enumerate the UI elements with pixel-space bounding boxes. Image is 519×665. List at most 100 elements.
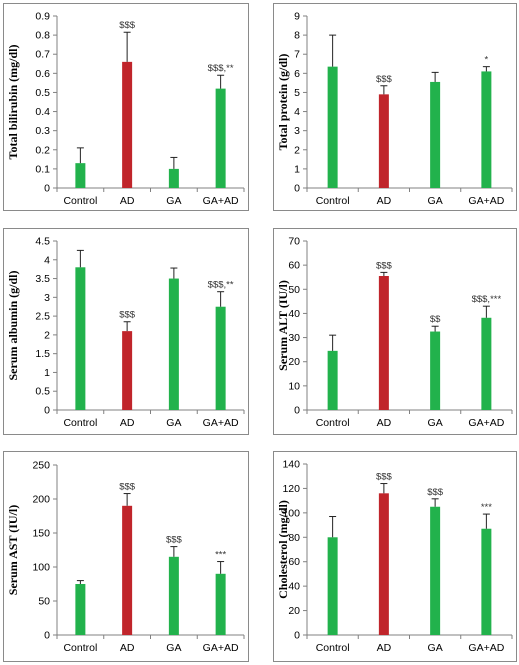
y-tick-label-ast-4: 200 <box>32 494 50 506</box>
y-tick-label-cholesterol-7: 140 <box>282 459 300 471</box>
significance-label-alt-3: $$$,*** <box>472 294 502 305</box>
y-axis-label-bilirubin: Total bilirubin (mg/dl) <box>6 45 20 160</box>
x-tick-label-ast-1: AD <box>120 642 135 654</box>
y-tick-label-ast-3: 150 <box>32 528 50 540</box>
significance-label-ast-1: $$$ <box>119 482 136 493</box>
y-tick-label-ast-5: 250 <box>32 460 50 472</box>
x-tick-label-protein-2: GA <box>428 195 443 207</box>
y-tick-label-protein-6: 6 <box>294 68 300 80</box>
significance-label-bilirubin-3: $$$,** <box>208 63 234 74</box>
y-tick-label-albumin-6: 3 <box>44 292 50 304</box>
significance-label-albumin-1: $$$ <box>119 310 136 321</box>
y-tick-label-protein-4: 4 <box>294 106 300 118</box>
chart-svg-albumin: Serum albumin (g/dl) 0 0.5 1 1.5 2 2.5 3 3.5 4 4.5… <box>6 236 245 429</box>
y-tick-label-bilirubin-5: 0.5 <box>35 87 50 99</box>
bar-albumin-gaplusad <box>215 306 226 410</box>
y-tick-label-bilirubin-6: 0.6 <box>35 68 50 80</box>
y-tick-label-ast-0: 0 <box>44 630 50 642</box>
bar-alt-control <box>327 350 338 410</box>
significance-label-cholesterol-1: $$$ <box>376 472 393 483</box>
y-tick-label-alt-4: 40 <box>288 308 300 320</box>
x-tick-label-cholesterol-2: GA <box>428 642 443 654</box>
chart-panel-protein: Total protein (g/dl) 0 1 2 3 4 5 6 7 8 9 Control AD $… <box>273 3 517 211</box>
x-tick-label-albumin-1: AD <box>120 417 135 429</box>
y-tick-label-bilirubin-8: 0.8 <box>35 30 50 42</box>
y-tick-label-bilirubin-4: 0.4 <box>35 106 50 118</box>
y-tick-label-ast-1: 50 <box>38 596 50 608</box>
y-tick-label-alt-3: 30 <box>288 332 300 344</box>
y-tick-label-protein-9: 9 <box>294 11 300 23</box>
chart-panel-cholesterol: Cholesterol (mg/dl) 0 20 40 60 80 100 120 140 Con… <box>273 451 517 662</box>
bar-bilirubin-ga <box>168 168 179 188</box>
x-tick-label-ast-0: Control <box>63 642 97 654</box>
y-axis-label-protein: Total protein (g/dl) <box>276 54 290 151</box>
x-tick-label-alt-3: GA+AD <box>468 417 504 429</box>
significance-label-cholesterol-3: *** <box>481 502 492 513</box>
y-tick-label-albumin-5: 2.5 <box>35 311 50 323</box>
bar-ast-gaplusad <box>215 573 226 635</box>
bar-ast-control <box>75 584 86 635</box>
y-tick-label-bilirubin-3: 0.3 <box>35 125 50 137</box>
chart-svg-alt: Serum ALT (IU/l) 0 10 20 30 40 50 60 70 Control AD… <box>276 236 513 429</box>
y-tick-label-albumin-4: 2 <box>44 329 50 341</box>
x-tick-label-cholesterol-3: GA+AD <box>468 642 504 654</box>
x-tick-label-albumin-3: GA+AD <box>203 417 239 429</box>
bar-bilirubin-control <box>75 163 86 188</box>
y-tick-label-bilirubin-9: 0.9 <box>35 11 50 23</box>
significance-label-alt-1: $$$ <box>376 260 393 271</box>
x-tick-label-ast-2: GA <box>166 642 181 654</box>
significance-label-protein-3: * <box>485 55 489 66</box>
y-tick-label-alt-2: 20 <box>288 356 300 368</box>
y-tick-label-protein-1: 1 <box>294 163 300 175</box>
bar-alt-ad <box>378 276 389 410</box>
bar-ast-ad <box>122 505 133 635</box>
y-tick-label-albumin-1: 0.5 <box>35 386 50 398</box>
y-tick-label-albumin-2: 1 <box>44 367 50 379</box>
chart-panel-alt: Serum ALT (IU/l) 0 10 20 30 40 50 60 70 Control AD… <box>273 228 517 435</box>
x-tick-label-albumin-0: Control <box>63 417 97 429</box>
y-tick-label-alt-6: 60 <box>288 260 300 272</box>
y-tick-label-alt-0: 0 <box>294 405 300 417</box>
y-axis-label-ast: Serum AST (IU/l) <box>6 505 20 595</box>
y-tick-label-bilirubin-0: 0 <box>44 183 50 195</box>
bar-alt-gaplusad <box>481 317 492 410</box>
y-tick-label-bilirubin-7: 0.7 <box>35 49 50 61</box>
y-axis-label-alt: Serum ALT (IU/l) <box>276 280 290 371</box>
significance-label-ast-2: $$$ <box>166 535 183 546</box>
bar-protein-ga <box>430 81 441 188</box>
significance-label-alt-2: $$ <box>430 314 441 325</box>
x-tick-label-bilirubin-0: Control <box>63 195 97 207</box>
x-tick-label-cholesterol-1: AD <box>377 642 392 654</box>
y-tick-label-cholesterol-0: 0 <box>294 630 300 642</box>
y-tick-label-cholesterol-1: 20 <box>288 605 300 617</box>
bar-cholesterol-ad <box>378 493 389 635</box>
bar-bilirubin-gaplusad <box>215 88 226 188</box>
bar-albumin-control <box>75 267 86 410</box>
bar-alt-ga <box>430 331 441 410</box>
chart-svg-cholesterol: Cholesterol (mg/dl) 0 20 40 60 80 100 120 140 Con… <box>276 459 513 654</box>
y-tick-label-cholesterol-3: 60 <box>288 556 300 568</box>
y-tick-label-cholesterol-6: 120 <box>282 483 300 495</box>
y-tick-label-alt-5: 50 <box>288 284 300 296</box>
y-tick-label-protein-3: 3 <box>294 125 300 137</box>
x-tick-label-ast-3: GA+AD <box>203 642 239 654</box>
y-axis-label-cholesterol: Cholesterol (mg/dl) <box>276 500 290 599</box>
chart-panel-bilirubin: Total bilirubin (mg/dl) 0 0.1 0.2 0.3 0.4 0.5 0… <box>3 3 249 211</box>
chart-svg-protein: Total protein (g/dl) 0 1 2 3 4 5 6 7 8 9 Control AD $… <box>276 11 513 207</box>
bar-bilirubin-ad <box>122 61 133 188</box>
x-tick-label-protein-3: GA+AD <box>468 195 504 207</box>
y-tick-label-protein-7: 7 <box>294 49 300 61</box>
x-tick-label-alt-2: GA <box>428 417 443 429</box>
y-tick-label-albumin-8: 4 <box>44 254 50 266</box>
x-tick-label-bilirubin-2: GA <box>166 195 181 207</box>
bar-cholesterol-control <box>327 537 338 635</box>
bar-protein-control <box>327 66 338 188</box>
bar-ast-ga <box>168 556 179 635</box>
x-tick-label-alt-1: AD <box>377 417 392 429</box>
y-tick-label-albumin-9: 4.5 <box>35 236 50 248</box>
significance-label-albumin-3: $$$,** <box>208 280 234 291</box>
y-tick-label-bilirubin-2: 0.2 <box>35 144 50 156</box>
x-tick-label-bilirubin-3: GA+AD <box>203 195 239 207</box>
chart-svg-ast: Serum AST (IU/l) 0 50 100 150 200 250 Control AD… <box>6 460 245 654</box>
bar-protein-ad <box>378 94 389 188</box>
